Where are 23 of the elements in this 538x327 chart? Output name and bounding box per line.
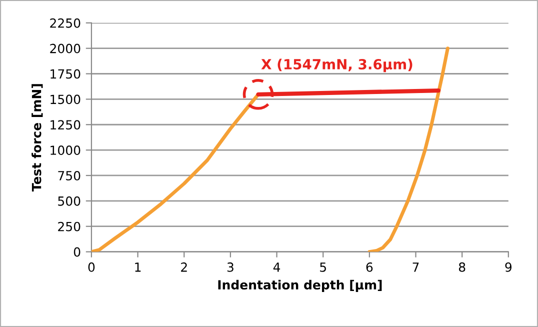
y-tick-label: 1250 [50,120,80,130]
y-tick-label: 0 [74,247,80,257]
x-tick-label: 3 [227,262,234,272]
y-tick-label: 2000 [50,44,80,54]
y-tick-label: 750 [58,170,80,180]
x-tick-label: 1 [135,262,141,272]
x-tick-label: 7 [412,262,419,272]
y-tick-label: 1750 [50,69,80,79]
y-tick-label: 500 [58,196,80,206]
x-tick-label: 0 [88,262,95,272]
y-tick-label: 1000 [50,146,80,155]
x-tick-label: 5 [320,262,326,272]
y-tick-label: 250 [58,222,80,232]
y-axis-title: Test force [mN] [32,84,43,192]
y-tick-label: 2250 [50,18,80,28]
x-tick-label: 6 [366,262,373,272]
x-tick-label: 8 [458,262,466,272]
y-tick-label: 1500 [50,94,80,104]
x-tick-label: 9 [505,262,512,272]
annotation: X (1547mN, 3.6µm) [261,58,412,72]
x-axis-title: Indentation depth [µm] [218,280,382,292]
x-tick-label: 2 [181,262,187,272]
x-tick-label: 4 [273,262,280,272]
